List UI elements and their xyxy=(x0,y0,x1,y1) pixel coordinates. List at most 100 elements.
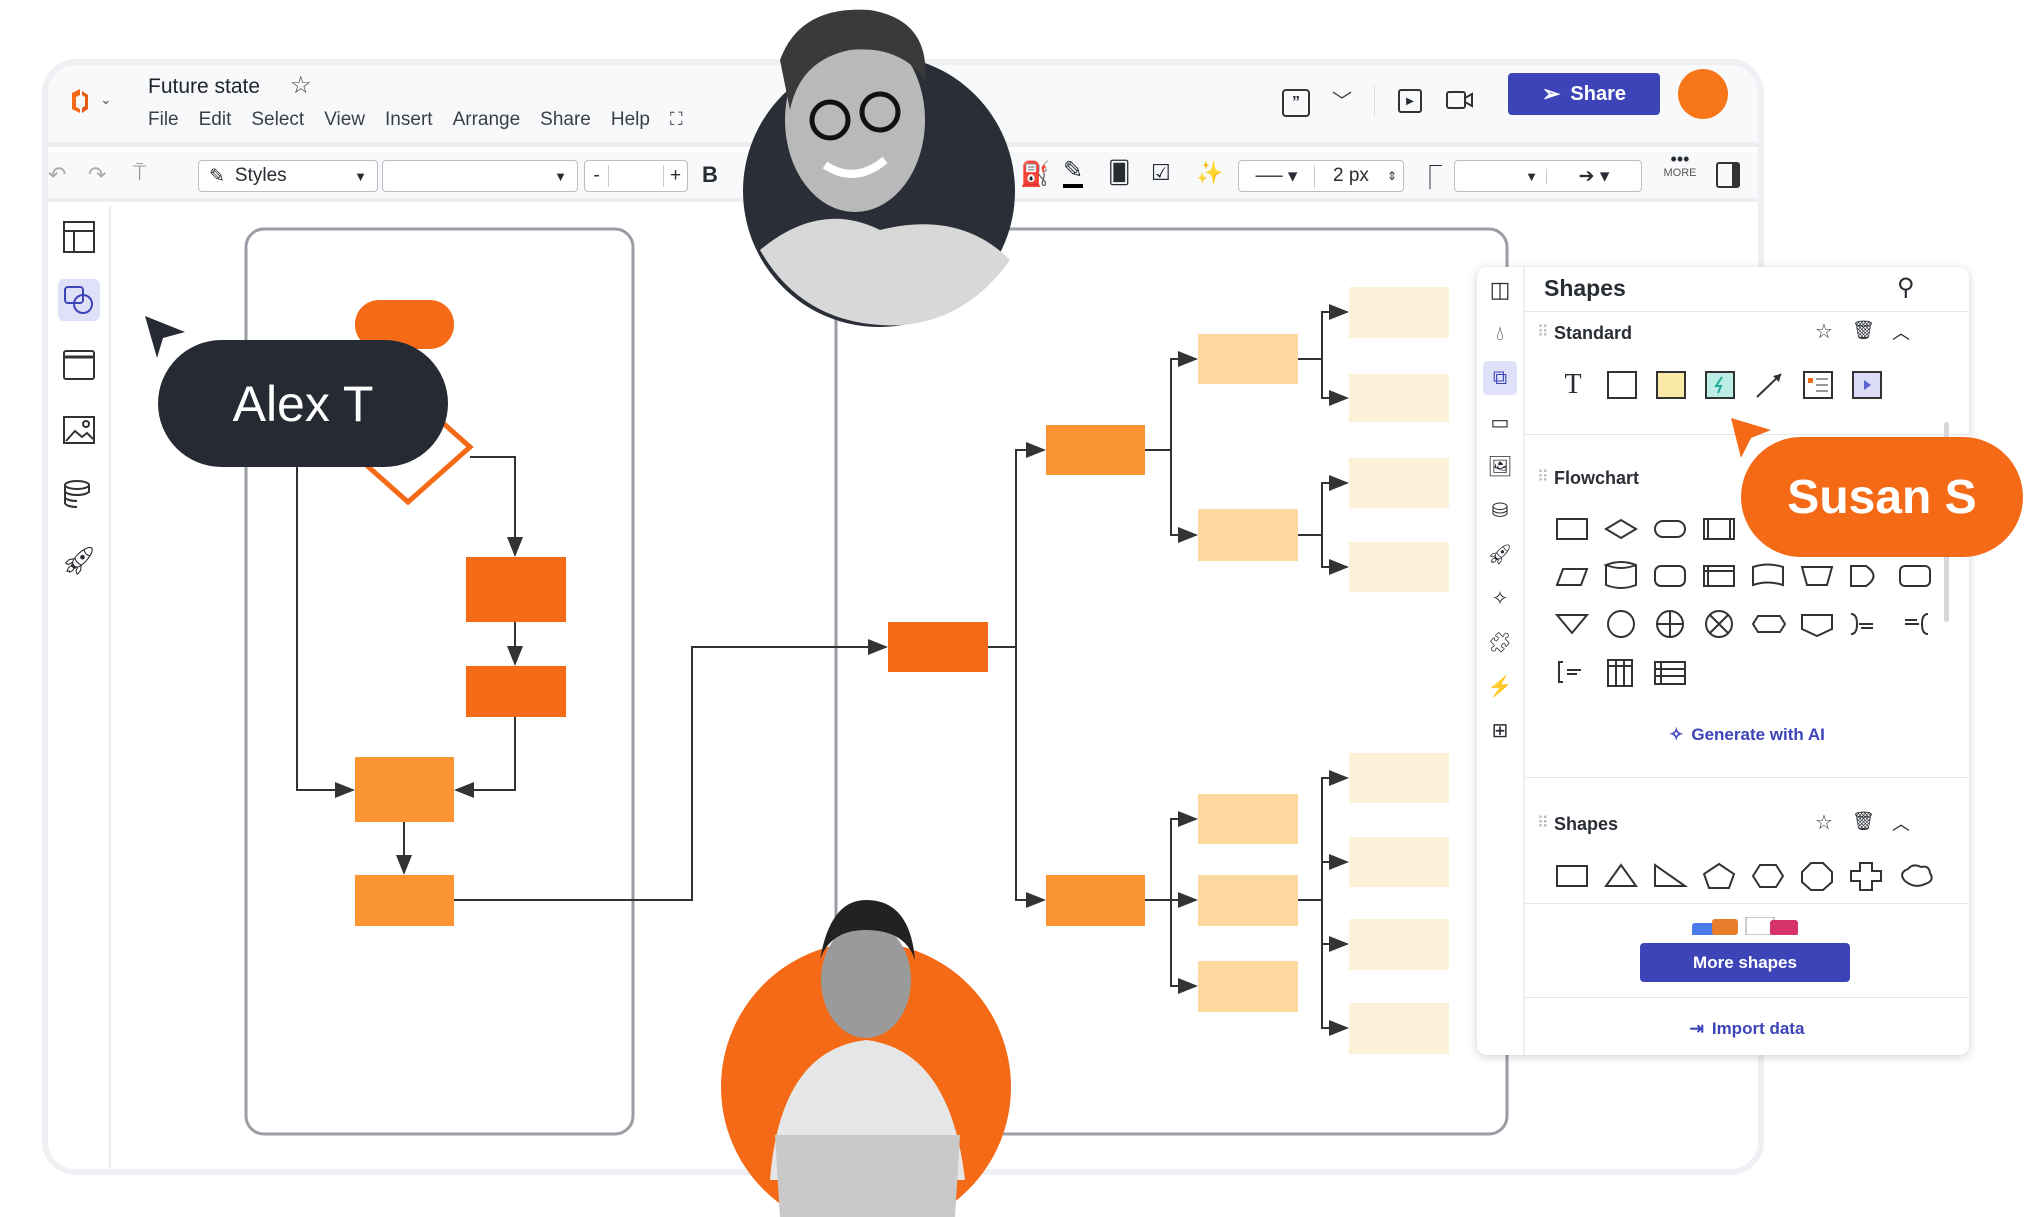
search-icon[interactable]: ⚲ xyxy=(1897,274,1915,301)
connector-shape-icon[interactable] xyxy=(1607,610,1635,638)
section-flowchart-title[interactable]: Flowchart xyxy=(1554,468,1640,488)
rocket-icon[interactable]: 🚀︎ xyxy=(1487,543,1513,566)
connector-style-icon[interactable]: ⎾ xyxy=(1418,165,1442,192)
document-title[interactable]: Future state xyxy=(148,75,261,98)
tree-leaf[interactable] xyxy=(1349,458,1449,508)
format-painter-icon[interactable]: ⍑ xyxy=(133,160,147,185)
tree-node[interactable] xyxy=(1046,425,1145,475)
connector[interactable] xyxy=(1170,900,1198,994)
fill-color-icon[interactable]: ⛽ xyxy=(1020,161,1050,188)
line-color-icon[interactable]: ✎ xyxy=(1063,158,1084,188)
collapse-chevron-icon[interactable]: ︿ xyxy=(1892,323,1910,343)
bold-button[interactable]: B xyxy=(702,162,718,187)
data-shape-icon[interactable] xyxy=(1555,568,1589,586)
import-data-link[interactable]: ⇥ Import data xyxy=(1525,1019,1969,1039)
user-avatar[interactable] xyxy=(1678,69,1728,119)
menu-select[interactable]: Select xyxy=(251,109,305,130)
rectangle-shape-icon[interactable] xyxy=(1604,370,1640,400)
opacity-icon[interactable]: 🂠 xyxy=(1108,160,1131,185)
action-shape-icon[interactable] xyxy=(1702,370,1738,400)
menu-edit[interactable]: Edit xyxy=(198,109,232,130)
bracket-annotation-icon[interactable] xyxy=(1558,661,1581,683)
hexagon-shape-icon[interactable] xyxy=(1751,864,1785,888)
terminator-shape-icon[interactable] xyxy=(1654,520,1686,538)
trash-icon[interactable]: 🗑︎ xyxy=(1852,320,1875,340)
connector[interactable] xyxy=(454,639,888,901)
basic-shapes[interactable] xyxy=(1553,859,1953,893)
connector[interactable] xyxy=(1170,450,1198,543)
connector[interactable] xyxy=(988,442,1046,648)
rectangle-shape-icon[interactable] xyxy=(1556,865,1588,887)
more-shapes-button[interactable]: More shapes xyxy=(1640,943,1850,982)
menu-arrange[interactable]: Arrange xyxy=(452,109,521,130)
size-minus-button[interactable]: - xyxy=(585,165,609,187)
size-plus-button[interactable]: + xyxy=(663,165,687,187)
internal-storage-shape-icon[interactable] xyxy=(1703,565,1735,587)
panels-icon[interactable]: ◫ xyxy=(1489,277,1511,302)
delay-shape-icon[interactable] xyxy=(1850,565,1875,587)
swimlane-vertical-icon[interactable] xyxy=(1607,659,1633,687)
drag-handle-icon[interactable]: ⠿ xyxy=(1537,815,1549,832)
tape-shape-icon[interactable] xyxy=(1752,563,1784,587)
lucid-logo-icon[interactable] xyxy=(68,87,90,115)
sticky-note-icon[interactable] xyxy=(1653,370,1689,400)
connector[interactable] xyxy=(1321,535,1349,575)
tree-leaf[interactable] xyxy=(1349,287,1449,338)
tree-root-node[interactable] xyxy=(888,622,988,672)
line-width-value[interactable]: 2 px xyxy=(1333,165,1369,186)
connector[interactable] xyxy=(1298,475,1349,536)
rocket-icon[interactable]: 🚀︎ xyxy=(61,544,97,576)
menu-help[interactable]: Help xyxy=(610,109,650,130)
tree-node[interactable] xyxy=(1198,334,1298,384)
connector[interactable] xyxy=(1298,770,1349,901)
process-node[interactable] xyxy=(355,757,454,822)
process-node[interactable] xyxy=(466,666,566,717)
octagon-shape-icon[interactable] xyxy=(1801,862,1833,891)
connector[interactable] xyxy=(1321,359,1349,406)
image-icon[interactable]: 🖼︎ xyxy=(1487,455,1513,478)
connector[interactable] xyxy=(1298,304,1349,360)
display-shape-icon[interactable] xyxy=(1899,565,1931,587)
conditional-format-icon[interactable]: ☑ xyxy=(1151,160,1171,185)
menu-file[interactable]: File xyxy=(148,109,179,130)
font-dropdown[interactable]: ▼ xyxy=(382,160,578,192)
fill-drop-icon[interactable]: 💧︎ xyxy=(1496,322,1504,345)
panels-icon[interactable] xyxy=(58,216,100,258)
connector[interactable] xyxy=(470,456,523,557)
image-icon[interactable] xyxy=(58,409,100,451)
swimlane-horizontal-icon[interactable] xyxy=(1654,661,1686,685)
or-shape-icon[interactable] xyxy=(1705,610,1733,638)
tree-leaf[interactable] xyxy=(1349,374,1449,422)
connector[interactable] xyxy=(1145,351,1198,451)
more-button[interactable]: ••• MORE xyxy=(1660,150,1700,180)
connector[interactable] xyxy=(1321,944,1349,1036)
font-size-stepper[interactable]: - + xyxy=(584,160,688,192)
share-button[interactable]: ➢ Share xyxy=(1508,73,1660,115)
drag-handle-icon[interactable]: ⠿ xyxy=(1537,469,1549,486)
arrow-line-icon[interactable] xyxy=(1751,370,1787,400)
tree-leaf[interactable] xyxy=(1349,542,1449,592)
connector[interactable] xyxy=(1321,900,1349,952)
offpage-shape-icon[interactable] xyxy=(1801,614,1833,638)
video-icon[interactable] xyxy=(1446,89,1474,111)
panel-toggle-icon[interactable] xyxy=(1716,162,1740,188)
process-node[interactable] xyxy=(355,875,454,926)
process-shape-icon[interactable] xyxy=(1556,518,1588,540)
annotation-right-icon[interactable] xyxy=(1850,613,1873,635)
section-shapes-title[interactable]: Shapes xyxy=(1554,814,1619,834)
tree-node[interactable] xyxy=(1198,509,1298,561)
present-icon[interactable]: ▶ xyxy=(1398,89,1422,113)
tree-leaf[interactable] xyxy=(1349,753,1449,803)
ai-image-icon[interactable]: ⚡ xyxy=(1487,675,1513,698)
frame-icon[interactable] xyxy=(58,344,100,386)
shapes-icon[interactable] xyxy=(58,279,100,321)
stored-data-shape-icon[interactable] xyxy=(1654,565,1686,587)
cross-shape-icon[interactable] xyxy=(1850,862,1882,891)
cloud-shape-icon[interactable] xyxy=(1901,864,1933,887)
trash-icon[interactable]: 🗑︎ xyxy=(1852,811,1875,831)
star-icon[interactable]: ☆ xyxy=(1815,321,1833,343)
undo-icon[interactable]: ↶ xyxy=(48,162,67,187)
binoculars-icon[interactable]: ⛶ xyxy=(669,109,683,129)
database-shape-icon[interactable] xyxy=(1603,561,1637,589)
right-triangle-shape-icon[interactable] xyxy=(1654,863,1689,887)
